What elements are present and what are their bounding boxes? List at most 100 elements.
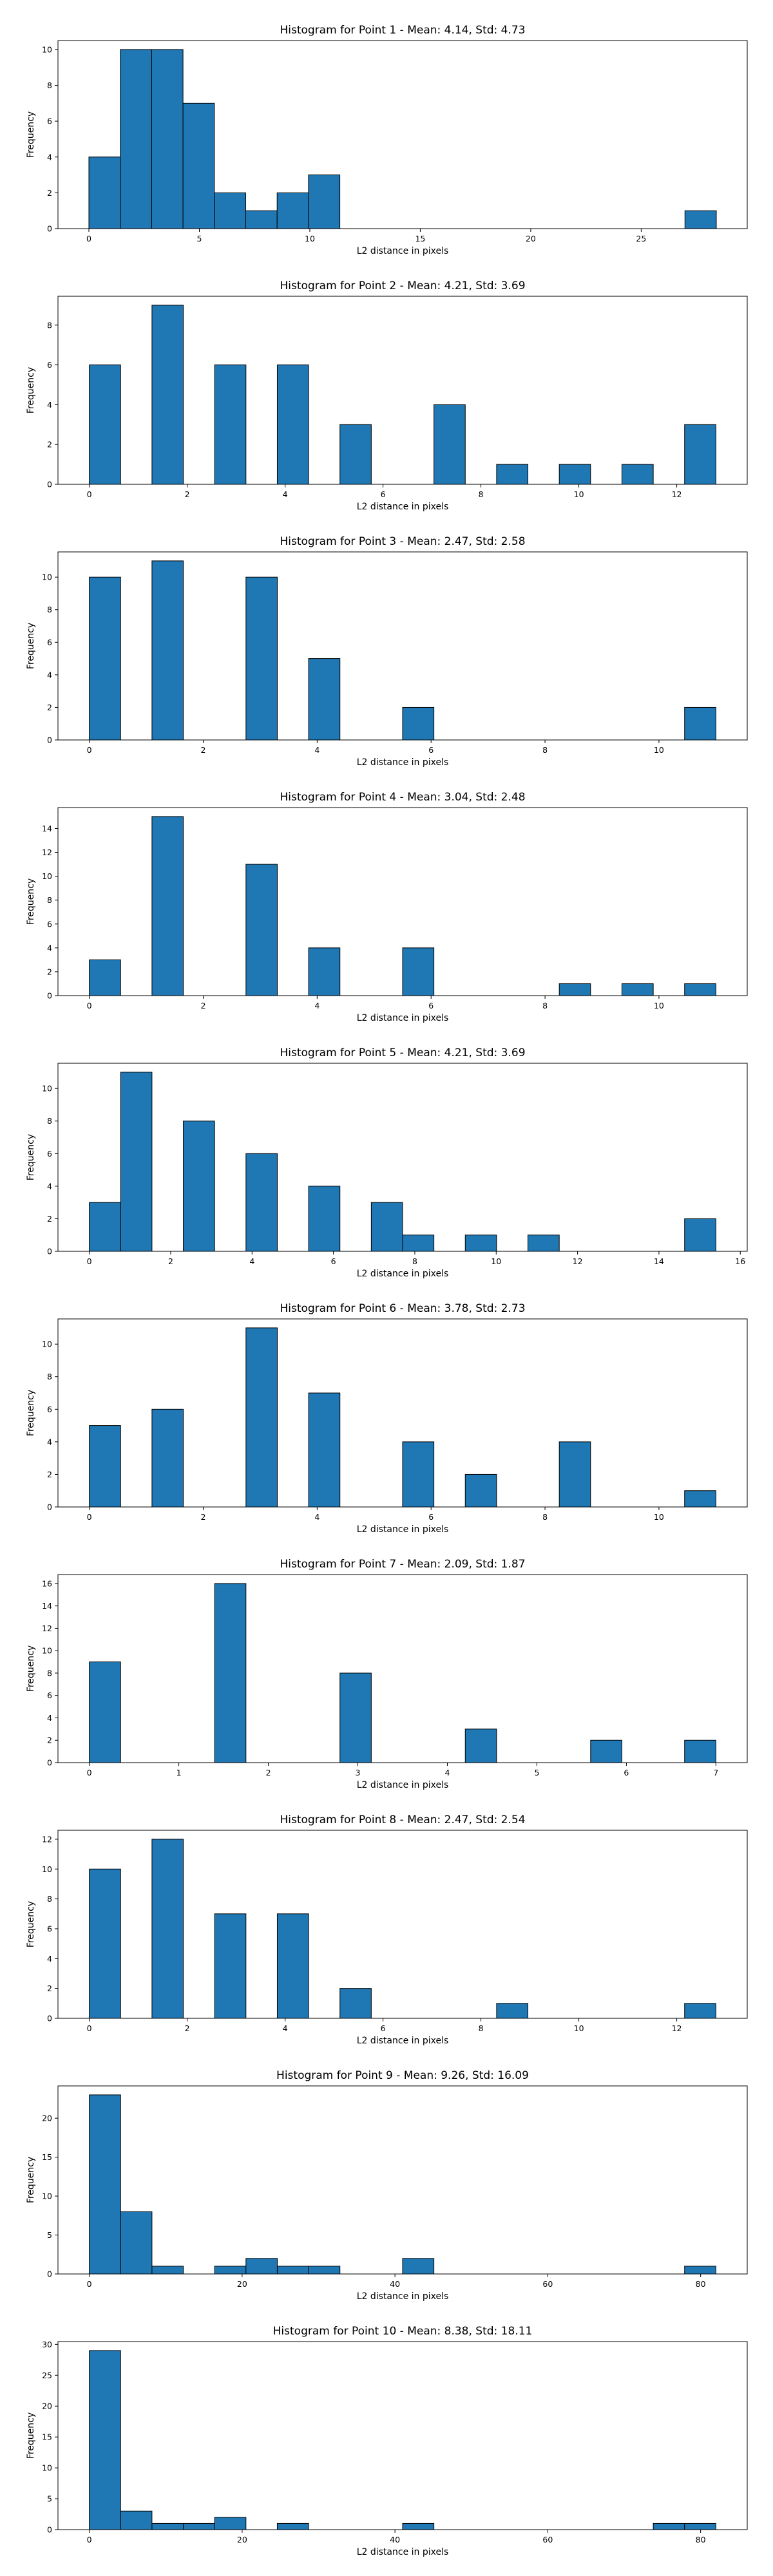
x-tick-label: 4 [283, 489, 288, 499]
y-tick-label: 2 [47, 1214, 52, 1224]
histogram-bar [151, 2523, 184, 2530]
y-tick-label: 10 [42, 1864, 52, 1874]
chart-title: Histogram for Point 5 - Mean: 4.21, Std:… [280, 1046, 525, 1059]
x-tick-label: 4 [249, 1256, 254, 1266]
x-tick-label: 0 [87, 2279, 92, 2289]
x-tick-label: 2 [185, 489, 190, 499]
y-tick-label: 6 [47, 1924, 52, 1933]
x-tick-label: 20 [237, 2279, 247, 2289]
histogram-bar [653, 2523, 685, 2530]
histogram-bar [89, 576, 121, 741]
x-tick-label: 10 [574, 2023, 584, 2033]
y-tick-label: 6 [47, 1690, 52, 1700]
histogram-bar [183, 2523, 215, 2530]
histogram-bar [89, 1425, 121, 1508]
y-axis-label: Frequency [26, 878, 36, 925]
histogram-bar [151, 1839, 184, 2019]
histogram-bar [151, 560, 184, 741]
histogram-bar [402, 706, 435, 741]
histogram-bars [89, 1072, 716, 1252]
y-tick-label: 8 [47, 1372, 52, 1381]
y-tick-label: 0 [47, 735, 52, 745]
y-tick-label: 2 [47, 1984, 52, 1993]
y-tick-label: 14 [42, 1601, 52, 1611]
y-tick-label: 8 [47, 80, 52, 90]
y-axis-label: Frequency [26, 111, 36, 158]
y-tick-label: 12 [42, 1834, 52, 1844]
plot-frame [57, 1318, 748, 1508]
histogram-bar [89, 1202, 121, 1252]
y-tick-label: 14 [42, 824, 52, 833]
chart-panel-9: Histogram for Point 9 - Mean: 9.26, Std:… [26, 2069, 748, 2302]
x-tick-label: 20 [237, 2535, 247, 2544]
y-tick-label: 0 [47, 2014, 52, 2023]
histogram-bar [308, 175, 341, 229]
x-tick-label: 6 [624, 1768, 629, 1777]
y-tick-label: 25 [42, 2371, 52, 2380]
histogram-bar [276, 2523, 309, 2530]
histogram-bar [684, 210, 717, 229]
x-tick-label: 2 [185, 2023, 190, 2033]
y-tick-label: 10 [42, 1340, 52, 1349]
histogram-bar [120, 1072, 153, 1252]
histogram-bar [89, 1868, 121, 2019]
y-tick-label: 0 [47, 2525, 52, 2535]
histogram-bar [276, 2266, 309, 2275]
y-tick-label: 10 [42, 1084, 52, 1094]
x-axis-label: L2 distance in pixels [357, 757, 449, 768]
y-tick-label: 10 [42, 44, 52, 54]
histogram-bar [684, 2523, 716, 2530]
histogram-bar [151, 49, 184, 229]
y-tick-label: 4 [47, 670, 52, 679]
histogram-bar [464, 1473, 497, 1508]
histogram-bar [214, 2517, 247, 2530]
histogram-bar [464, 1235, 497, 1252]
y-tick-label: 0 [47, 2269, 52, 2279]
y-axis-label: Frequency [26, 1134, 36, 1180]
y-tick-label: 8 [47, 895, 52, 905]
x-tick-label: 10 [491, 1256, 501, 1266]
x-tick-label: 8 [542, 1512, 548, 1522]
x-tick-label: 6 [428, 745, 434, 755]
histogram-bar [245, 2258, 278, 2275]
chart-title: Histogram for Point 6 - Mean: 3.78, Std:… [280, 1302, 525, 1315]
x-tick-label: 6 [428, 1512, 434, 1522]
histogram-bar [621, 983, 654, 996]
x-axis-label: L2 distance in pixels [357, 2036, 449, 2046]
y-tick-label: 0 [47, 1502, 52, 1512]
x-tick-label: 12 [573, 1256, 583, 1266]
x-tick-label: 4 [283, 2023, 288, 2033]
x-tick-label: 0 [87, 1256, 92, 1266]
histogram-bars [89, 2350, 716, 2530]
y-tick-label: 4 [47, 152, 52, 162]
histogram-bar [684, 2003, 716, 2019]
histogram-bar [151, 305, 184, 485]
y-tick-label: 0 [47, 1758, 52, 1768]
chart-title: Histogram for Point 4 - Mean: 3.04, Std:… [280, 791, 525, 804]
histogram-bar [245, 210, 278, 229]
x-axis-label: L2 distance in pixels [357, 2291, 449, 2302]
y-tick-label: 4 [47, 1181, 52, 1191]
y-tick-label: 4 [47, 1713, 52, 1723]
x-tick-label: 4 [314, 1512, 320, 1522]
y-tick-label: 0 [47, 224, 52, 234]
chart-panel-6: Histogram for Point 6 - Mean: 3.78, Std:… [26, 1302, 748, 1535]
x-tick-label: 0 [87, 2023, 92, 2033]
x-tick-label: 3 [356, 1768, 361, 1777]
x-tick-label: 40 [390, 2535, 400, 2544]
plot-frame [57, 2341, 748, 2530]
chart-title: Histogram for Point 1 - Mean: 4.14, Std:… [280, 24, 525, 37]
histogram-bar [89, 1662, 121, 1763]
histogram-bar [684, 424, 716, 485]
histogram-bar [339, 1988, 372, 2019]
y-tick-label: 0 [47, 1247, 52, 1256]
histogram-bar [151, 2266, 184, 2275]
y-tick-label: 30 [42, 2340, 52, 2349]
y-axis-label: Frequency [26, 367, 36, 413]
y-tick-label: 2 [47, 1470, 52, 1479]
plot-frame [57, 1574, 748, 1763]
x-tick-label: 14 [654, 1256, 664, 1266]
y-tick-label: 4 [47, 1954, 52, 1964]
y-tick-label: 12 [42, 1624, 52, 1633]
